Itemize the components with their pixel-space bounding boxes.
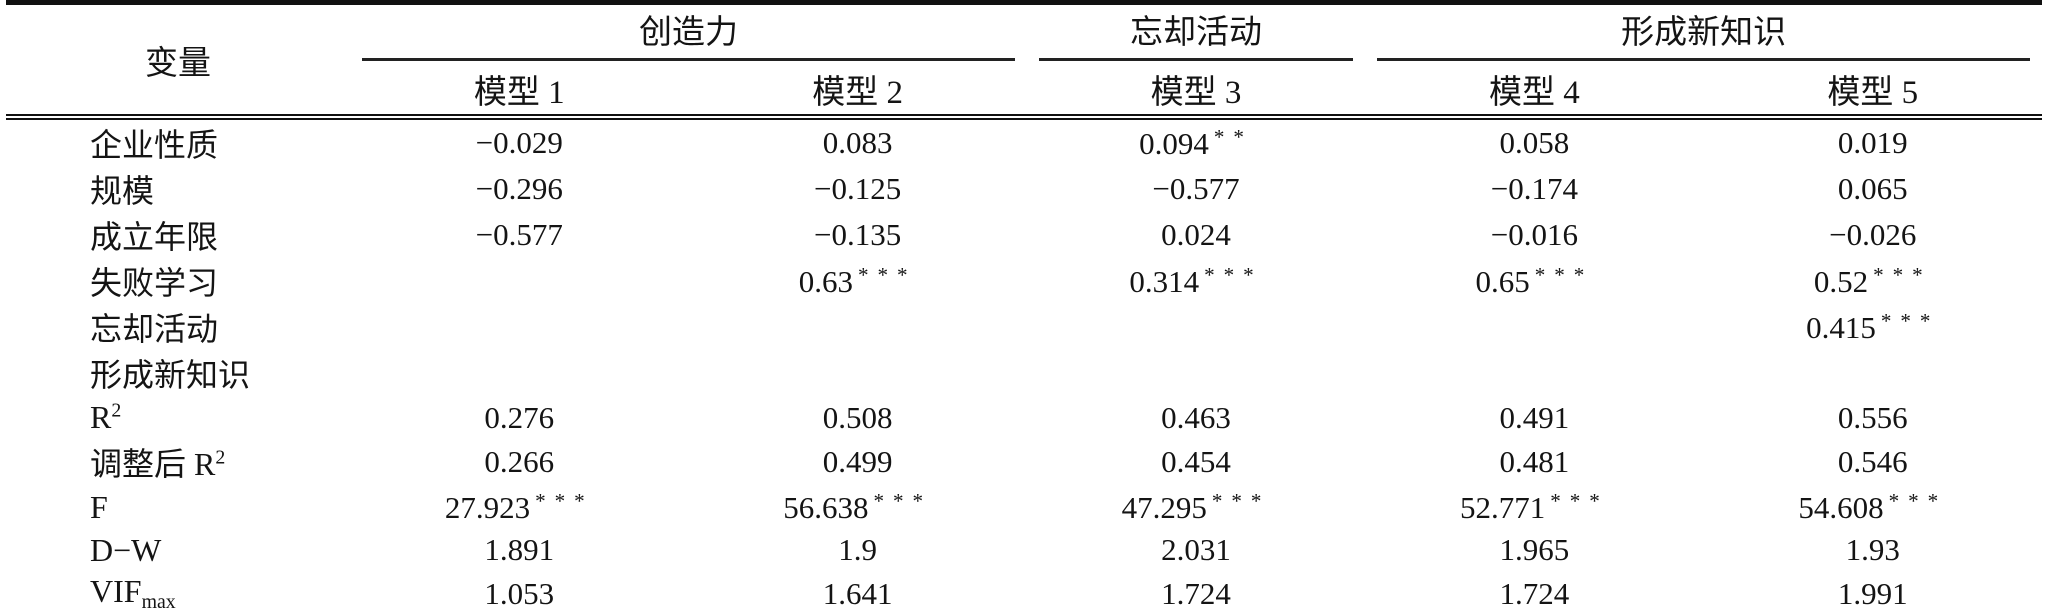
cell-value — [1365, 304, 1703, 350]
group-header-new-knowledge: 形成新知识 — [1365, 3, 2042, 64]
cell-value — [688, 350, 1026, 396]
cell-value: 1.965 — [1499, 532, 1570, 568]
cell-value: 0.491 — [1499, 399, 1570, 435]
cell-value — [1027, 304, 1365, 350]
cell-value: −0.026 — [1829, 217, 1917, 252]
cell-value: 47.295 *** — [1121, 488, 1271, 525]
cell-value: 52.771 *** — [1459, 488, 1609, 525]
cell-value — [350, 304, 688, 350]
cell-value: 0.52 *** — [1813, 262, 1932, 299]
cell-value — [350, 350, 688, 396]
group-label: 创造力 — [638, 15, 738, 51]
cell-value: 0.058 — [1499, 125, 1570, 160]
cell-value: 0.546 — [1837, 444, 1908, 480]
cell-value: −0.016 — [1490, 217, 1578, 252]
row-label: 忘却活动 — [90, 311, 219, 347]
cell-value: 0.019 — [1837, 125, 1908, 160]
model-2-header: 模型 2 — [688, 63, 1027, 120]
table-body: 企业性质 −0.029 0.083 0.094 ** 0.058 0.019 规模 −0.296… — [6, 117, 2042, 608]
cell-value: 0.508 — [822, 399, 893, 435]
cell-value: 0.083 — [822, 125, 893, 160]
cell-value: 0.065 — [1837, 171, 1908, 206]
cell-value: 0.499 — [822, 444, 893, 480]
variable-column-header: 变量 — [6, 2, 351, 120]
row-label: 调整后 R2 — [90, 446, 226, 483]
cell-value — [1027, 350, 1365, 396]
cell-value: 1.891 — [484, 532, 555, 568]
table-row: 企业性质 −0.029 0.083 0.094 ** 0.058 0.019 — [6, 117, 2042, 166]
cell-value — [688, 304, 1026, 350]
cell-value: 1.641 — [822, 575, 893, 608]
group-label: 忘却活动 — [1130, 15, 1263, 51]
cell-value: 54.608 *** — [1798, 488, 1948, 525]
table-row: D−W 1.891 1.9 2.031 1.965 1.93 — [6, 529, 2042, 572]
row-label: F — [90, 488, 108, 525]
table-row: 调整后 R2 0.266 0.499 0.454 0.481 0.546 — [6, 439, 2042, 485]
cell-value: −0.577 — [1152, 171, 1240, 206]
cell-value: 0.454 — [1161, 444, 1231, 480]
cell-value: 0.463 — [1161, 399, 1231, 435]
cell-value: 0.556 — [1837, 399, 1908, 435]
model-1-header: 模型 1 — [350, 63, 689, 120]
cell-value: −0.135 — [814, 217, 902, 252]
row-label: 企业性质 — [90, 127, 219, 163]
cell-value: 0.276 — [484, 399, 555, 435]
row-label: 失败学习 — [90, 265, 219, 301]
cell-value: −0.174 — [1490, 171, 1578, 206]
cell-value: −0.296 — [475, 171, 563, 206]
table-row: R2 0.276 0.508 0.463 0.491 0.556 — [6, 396, 2042, 439]
cell-value — [350, 258, 688, 304]
cell-value — [1704, 350, 2042, 396]
cell-value: 2.031 — [1161, 532, 1231, 568]
cell-value: 1.9 — [838, 532, 878, 568]
model-3-header: 模型 3 — [1026, 63, 1366, 120]
table-row: 忘却活动 0.415 *** — [6, 304, 2042, 350]
cell-value: 0.415 *** — [1806, 308, 1940, 345]
model-5-header: 模型 5 — [1703, 63, 2042, 120]
model-header-row: 模型 1 模型 2 模型 3 模型 4 模型 5 — [6, 63, 2042, 120]
cell-value: −0.029 — [475, 125, 563, 160]
cell-value: 0.024 — [1161, 217, 1231, 252]
cell-value: 0.314 *** — [1129, 262, 1263, 299]
table-row: F 27.923 *** 56.638 *** 47.295 *** 52.771 *** 54.… — [6, 485, 2042, 528]
group-header-creativity: 创造力 — [350, 3, 1027, 64]
cell-value: −0.577 — [475, 217, 563, 252]
row-label: 成立年限 — [90, 219, 219, 255]
cell-value: 56.638 *** — [783, 488, 933, 525]
cell-value: 1.991 — [1837, 575, 1908, 608]
table-row: 成立年限 −0.577 −0.135 0.024 −0.016 −0.026 — [6, 212, 2042, 258]
regression-results-table: 变量 创造力 忘却活动 形成新知识 模型 1 模型 2 模型 3 模型 4 模型… — [6, 0, 2042, 608]
group-header-row: 变量 创造力 忘却活动 形成新知识 — [6, 2, 2042, 120]
cell-value — [1365, 350, 1703, 396]
group-label: 形成新知识 — [1621, 15, 1787, 51]
cell-value: 0.63 *** — [798, 262, 917, 299]
cell-value: 0.65 *** — [1475, 262, 1594, 299]
group-header-unlearning: 忘却活动 — [1027, 3, 1365, 64]
table-header: 变量 创造力 忘却活动 形成新知识 模型 1 模型 2 模型 3 模型 4 模型… — [6, 2, 2042, 120]
row-label: R2 — [90, 399, 122, 436]
row-label: D−W — [90, 531, 162, 568]
cell-value: −0.125 — [814, 171, 902, 206]
cell-value: 0.481 — [1499, 444, 1570, 480]
table-row: VIFmax 1.053 1.641 1.724 1.724 1.991 — [6, 572, 2042, 608]
cell-value: 0.094 ** — [1139, 124, 1253, 161]
cell-value: 0.266 — [484, 444, 555, 480]
table-row: 形成新知识 — [6, 350, 2042, 396]
row-label: VIFmax — [90, 573, 176, 608]
cell-value: 1.724 — [1161, 575, 1231, 608]
table-row: 失败学习 0.63 *** 0.314 *** 0.65 *** 0.52 *** — [6, 258, 2042, 304]
cell-value: 1.93 — [1845, 532, 1900, 568]
cell-value: 27.923 *** — [444, 488, 594, 525]
model-4-header: 模型 4 — [1365, 63, 1704, 120]
cell-value: 1.724 — [1499, 575, 1570, 608]
cell-value: 1.053 — [484, 575, 555, 608]
row-label: 规模 — [90, 173, 155, 209]
table-row: 规模 −0.296 −0.125 −0.577 −0.174 0.065 — [6, 166, 2042, 212]
row-label: 形成新知识 — [90, 357, 251, 393]
